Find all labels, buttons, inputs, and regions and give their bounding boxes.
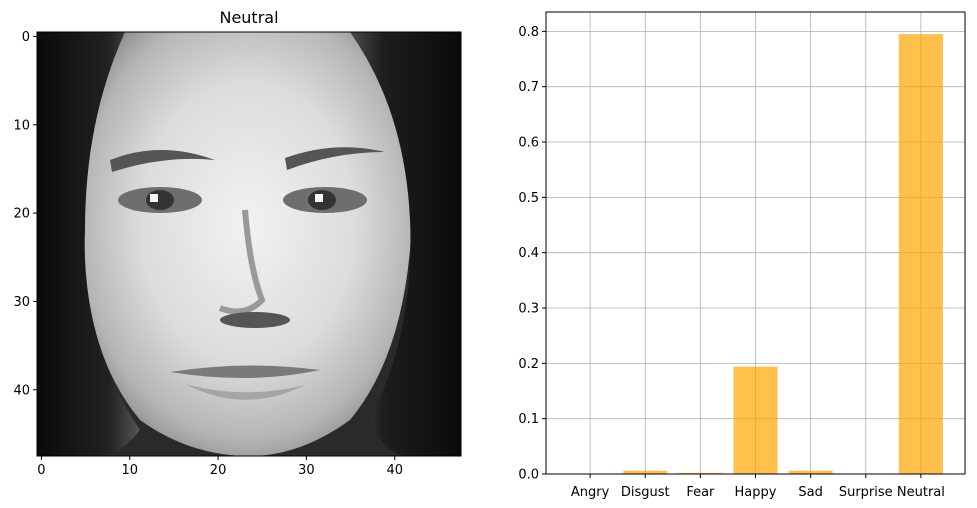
chart-y-ticks: 0.0 0.1 0.2 0.3 0.4 0.5 0.6 0.7 0.8 [518,25,546,483]
image-x-tick-label: 20 [210,463,227,478]
chart-y-tick-label: 0.5 [518,191,539,206]
chart-y-tick-label: 0.8 [518,25,539,40]
chart-x-tick-label: Sad [798,485,822,500]
chart-y-tick-label: 0.1 [518,412,539,427]
image-x-ticks: 0 10 20 30 40 [37,456,403,478]
bar-chart: 0.0 0.1 0.2 0.3 0.4 0.5 0.6 0.7 0.8 Angry Disgust… [518,11,966,500]
image-x-tick-label: 40 [386,463,403,478]
image-y-tick-label: 0 [22,30,30,45]
image-y-ticks: 0 10 20 30 40 [13,30,37,398]
chart-y-tick-label: 0.7 [518,80,539,95]
chart-x-tick-label: Neutral [897,485,945,500]
chart-x-tick-label: Surprise [839,485,893,500]
image-x-tick-label: 30 [298,463,315,478]
image-y-tick-label: 30 [13,295,30,310]
image-panel: Neutral 0 10 20 30 40 [13,8,462,478]
chart-x-ticks: Angry Disgust Fear Happy Sad Surprise Neutral [571,474,945,500]
chart-bars [568,34,943,474]
bar-fear [678,472,723,474]
image-y-tick-label: 10 [13,118,30,133]
chart-y-tick-label: 0.4 [518,246,539,261]
chart-y-tick-label: 0.6 [518,136,539,151]
image-x-tick-label: 0 [37,463,45,478]
chart-y-tick-label: 0.2 [518,357,539,372]
chart-x-tick-label: Angry [571,485,610,500]
bar-happy [733,366,778,474]
image-title: Neutral [219,8,278,27]
chart-x-tick-label: Fear [686,485,715,500]
bar-disgust [623,470,668,474]
bar-neutral [898,34,943,474]
chart-y-tick-label: 0.3 [518,302,539,317]
chart-y-tick-label: 0.0 [518,468,539,483]
image-frame [36,31,462,457]
face-image [37,32,461,456]
image-y-tick-label: 40 [13,383,30,398]
image-x-tick-label: 10 [121,463,138,478]
chart-x-tick-label: Disgust [621,485,670,500]
chart-x-tick-label: Happy [735,485,777,500]
image-y-tick-label: 20 [13,207,30,222]
bar-sad [788,470,833,474]
